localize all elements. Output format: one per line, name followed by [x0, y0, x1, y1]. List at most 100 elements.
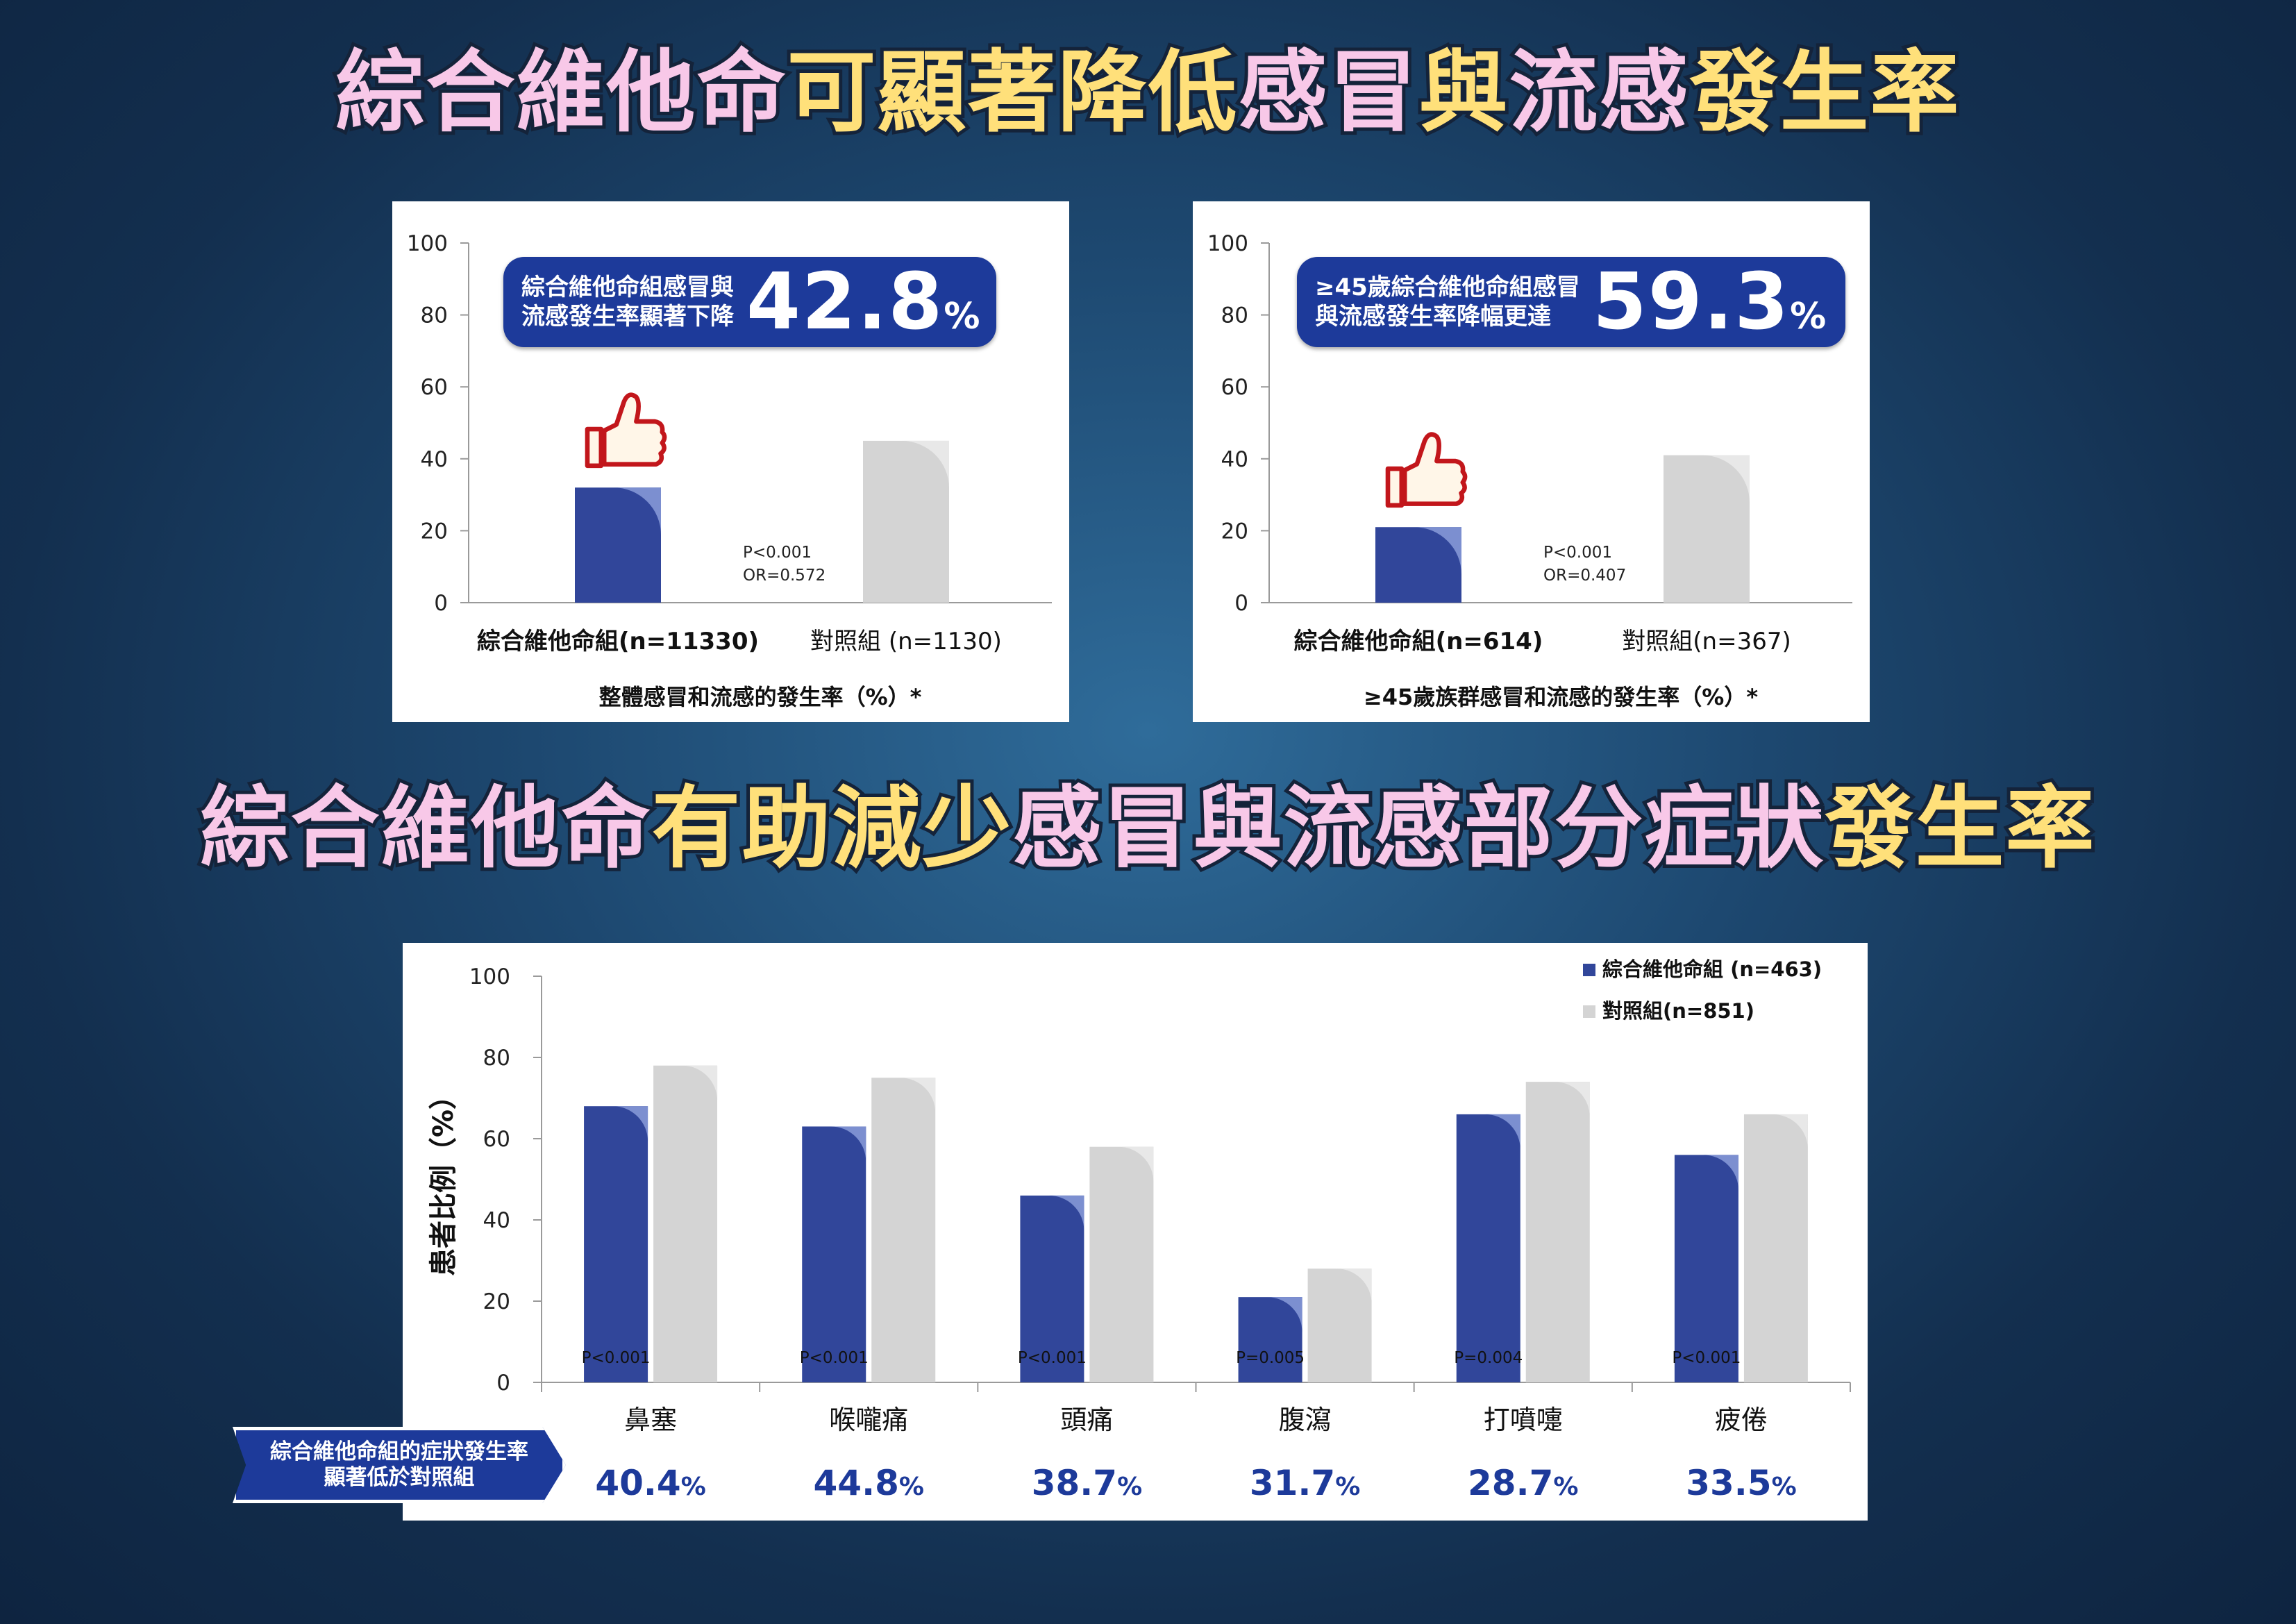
- control-bar: [1743, 1114, 1808, 1382]
- vitamin-bar: [802, 1126, 866, 1382]
- x-category-label: 頭痛: [1060, 1405, 1113, 1435]
- top-title-part: 感冒: [1234, 41, 1421, 144]
- symptom-chart-panel: 0 20 40 60 80 100 患者比例（%） P<0.001 鼻塞 40.4% P<0.001…: [403, 943, 1868, 1521]
- top-title-part: 綜合維他命: [332, 41, 789, 144]
- y-tick-label: 100: [1207, 231, 1248, 256]
- y-tick-label: 20: [421, 519, 448, 544]
- y-tick-label: 80: [421, 303, 448, 328]
- reduction-unit: %: [1335, 1473, 1360, 1501]
- reduction-value: 33.5: [1686, 1463, 1771, 1503]
- symptom-summary-banner: 綜合維他命組的症狀發生率 顯著低於對照組: [233, 1427, 566, 1503]
- reduction-value: 44.8: [814, 1463, 899, 1503]
- control-bar-body: [863, 440, 949, 603]
- callout-value: 42.8: [746, 257, 944, 347]
- vitamin-bar: [575, 487, 661, 603]
- symptom-incidence-chart: 0 20 40 60 80 100 患者比例（%） P<0.001 鼻塞 40.4% P<0.001…: [428, 957, 1851, 1503]
- control-bar-shade: [1118, 1146, 1154, 1182]
- reduction-unit: %: [1117, 1473, 1142, 1501]
- overall-incidence-chart: 0 20 40 60 80 100 P<0.001 OR=0.572 綜合維他命組(n=1133…: [407, 231, 1052, 710]
- p-value-label: P<0.001: [1672, 1349, 1741, 1367]
- x-axis-title: ≥45歲族群感冒和流感的發生率（%）*: [1364, 684, 1758, 710]
- p-value-label: P<0.001: [800, 1349, 869, 1367]
- y-tick-label: 60: [483, 1127, 510, 1152]
- callout-line: ≥45歲綜合維他命組感冒: [1315, 273, 1580, 301]
- control-bar-body: [871, 1078, 936, 1382]
- vitamin-bar-body: [1456, 1114, 1520, 1382]
- age45-incidence-chart: 0 20 40 60 80 100 P<0.001 OR=0.407 綜合維他命組(n=614)…: [1207, 231, 1852, 710]
- control-bar-body: [1743, 1114, 1808, 1382]
- y-tick-label: 40: [483, 1208, 510, 1233]
- bottom-title-part: 感冒與流感部分症狀: [1009, 777, 1827, 880]
- overall-incidence-chart-panel: 0 20 40 60 80 100 P<0.001 OR=0.572 綜合維他命組(n=1133…: [392, 201, 1069, 722]
- thumbs-up-icon: [1385, 432, 1468, 508]
- y-tick-label: 0: [496, 1371, 510, 1396]
- vitamin-bar-shade: [1414, 527, 1461, 575]
- top-title-part: 與: [1415, 41, 1511, 144]
- y-tick-label: 20: [483, 1289, 510, 1314]
- p-value-label: P<0.001: [1543, 544, 1612, 562]
- vitamin-bar-shade: [830, 1126, 866, 1162]
- vitamin-bar-body: [1020, 1195, 1084, 1382]
- control-bar-shade: [1336, 1269, 1372, 1304]
- callout-value: 59.3: [1592, 257, 1791, 347]
- control-bar-shade: [900, 1078, 936, 1113]
- callout-unit: %: [944, 296, 982, 337]
- callout-line: 綜合維他命組感冒與: [521, 273, 734, 301]
- x-category-label: 對照組 (n=1130): [810, 628, 1002, 655]
- top-title-part: 發生率: [1686, 41, 1963, 144]
- thumbs-up-shape: [1385, 432, 1468, 508]
- bottom-title-part: 有助減少: [648, 777, 1014, 880]
- p-value-label: P<0.001: [743, 544, 812, 562]
- vitamin-bar-shade: [612, 1106, 648, 1141]
- y-tick-label: 60: [421, 375, 448, 400]
- reduction-value: 38.7: [1032, 1463, 1117, 1503]
- callout-unit: %: [1790, 296, 1828, 337]
- p-value-label: P<0.001: [1018, 1349, 1087, 1367]
- vitamin-bar-body: [584, 1106, 648, 1382]
- p-value-label: P<0.001: [582, 1349, 651, 1367]
- callout-line: 流感發生率顯著下降: [521, 303, 734, 330]
- y-tick-label: 20: [1221, 519, 1248, 544]
- reduction-value: 40.4: [595, 1463, 680, 1503]
- legend-label-vitamin: 綜合維他命組 (n=463): [1602, 957, 1822, 981]
- vitamin-bar-shade: [613, 487, 661, 535]
- bottom-title-part: 發生率: [1822, 777, 2098, 880]
- control-bar-shade: [1702, 455, 1750, 503]
- reduction-percentage: 44.8%: [814, 1463, 924, 1503]
- control-bar-shade: [682, 1065, 718, 1101]
- vitamin-bar-body: [1238, 1297, 1302, 1382]
- legend-swatch-vitamin: [1583, 964, 1595, 976]
- reduction-percentage: 28.7%: [1468, 1463, 1578, 1503]
- reduction-percentage: 33.5%: [1686, 1463, 1796, 1503]
- reduction-value: 28.7: [1468, 1463, 1553, 1503]
- legend-swatch-control: [1583, 1005, 1595, 1018]
- reduction-unit: %: [1553, 1473, 1578, 1501]
- control-bar: [1664, 455, 1750, 603]
- thumbs-up-shape: [585, 392, 667, 469]
- x-category-label: 對照組(n=367): [1622, 628, 1791, 655]
- callout-text: 綜合維他命組感冒與 流感發生率顯著下降: [521, 273, 734, 332]
- y-tick-label: 100: [469, 964, 510, 989]
- x-category-label: 打噴嚏: [1484, 1405, 1563, 1435]
- callout-number: 59.3%: [1593, 263, 1827, 341]
- banner-line: 綜合維他命組的症狀發生率: [270, 1439, 528, 1464]
- reduction-percentage: 38.7%: [1032, 1463, 1142, 1503]
- vitamin-bar-body: [802, 1126, 866, 1382]
- control-bar-shade: [1555, 1082, 1590, 1117]
- p-value-label: P=0.004: [1454, 1349, 1523, 1367]
- reduction-unit: %: [681, 1473, 706, 1501]
- control-bar-shade: [1773, 1114, 1808, 1150]
- x-category-label: 鼻塞: [624, 1405, 677, 1435]
- reduction-unit: %: [899, 1473, 924, 1501]
- callout-number: 42.8%: [746, 263, 981, 341]
- vitamin-bar-shade: [1703, 1155, 1738, 1190]
- x-category-label: 綜合維他命組(n=614): [1294, 628, 1543, 655]
- control-bar: [653, 1065, 718, 1382]
- vitamin-bar: [584, 1106, 648, 1382]
- x-category-label: 疲倦: [1715, 1405, 1768, 1435]
- vitamin-bar: [1456, 1114, 1520, 1382]
- reduction-callout: ≥45歲綜合維他命組感冒 與流感發生率降幅更達 59.3%: [1297, 257, 1845, 347]
- reduction-value: 31.7: [1250, 1463, 1335, 1503]
- reduction-percentage: 40.4%: [595, 1463, 705, 1503]
- y-tick-label: 40: [421, 447, 448, 472]
